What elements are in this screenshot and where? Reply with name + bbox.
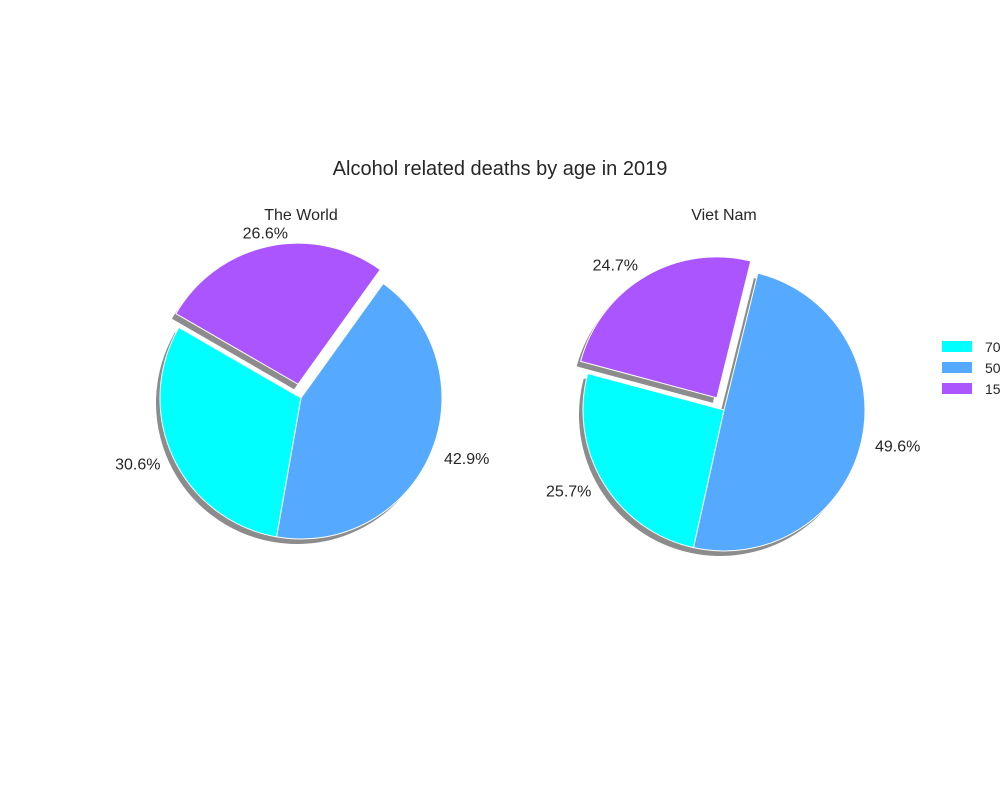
slice-label: 42.9% <box>444 451 489 468</box>
pie-slice-15 <box>175 242 381 385</box>
pie-vietnam-slices: 25.7% 49.6% 24.7% <box>546 256 920 556</box>
pie-title-vietnam: Viet Nam <box>691 207 757 224</box>
pie-slice-50 <box>276 282 443 540</box>
pie-title-world: The World <box>264 207 338 224</box>
pie-vietnam: Viet Nam 25.7% 49.6% 24.7% <box>546 207 920 556</box>
pie-world-slices: 30.6% 42.9% 26.6% <box>115 226 489 544</box>
pie-slice-70 <box>582 372 725 549</box>
pie-slice-15 <box>580 256 752 399</box>
slice-label: 24.7% <box>593 257 638 274</box>
slice-label: 25.7% <box>546 483 591 500</box>
legend-label: 15 <box>985 381 1000 397</box>
legend: 70 50 15 <box>942 339 1000 397</box>
pie-slice-50 <box>692 272 866 552</box>
chart-title: Alcohol related deaths by age in 2019 <box>333 158 668 180</box>
pie-world: The World 30.6% 42.9% 26.6% <box>115 207 489 544</box>
pie-slice-70 <box>159 326 302 538</box>
legend-label: 50 <box>985 360 1000 376</box>
slice-label: 49.6% <box>875 438 920 455</box>
legend-swatch <box>942 362 972 373</box>
slice-label: 26.6% <box>243 226 288 243</box>
slice-label: 30.6% <box>115 457 160 474</box>
legend-label: 70 <box>985 339 1000 355</box>
legend-swatch <box>942 341 972 352</box>
legend-swatch <box>942 383 972 394</box>
